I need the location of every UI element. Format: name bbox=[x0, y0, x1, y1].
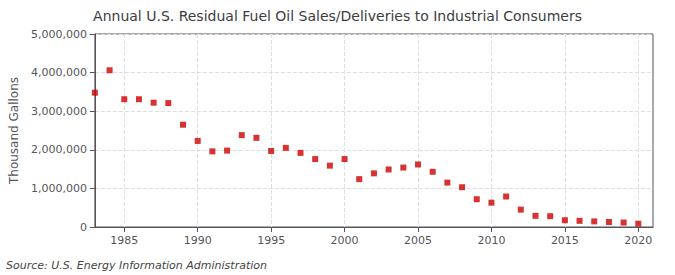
svg-text:Annual U.S. Residual Fuel Oil: Annual U.S. Residual Fuel Oil Sales/Deli… bbox=[93, 8, 582, 24]
svg-text:4,000,000: 4,000,000 bbox=[31, 66, 87, 79]
svg-text:Thousand Gallons: Thousand Gallons bbox=[7, 77, 21, 185]
svg-text:1985: 1985 bbox=[110, 234, 138, 247]
svg-text:5,000,000: 5,000,000 bbox=[31, 28, 87, 41]
svg-text:2005: 2005 bbox=[404, 234, 432, 247]
svg-text:2020: 2020 bbox=[624, 234, 652, 247]
svg-text:1995: 1995 bbox=[257, 234, 285, 247]
svg-text:0: 0 bbox=[80, 221, 87, 234]
svg-text:2015: 2015 bbox=[551, 234, 579, 247]
svg-text:1990: 1990 bbox=[184, 234, 212, 247]
svg-text:2,000,000: 2,000,000 bbox=[31, 143, 87, 156]
svg-text:1,000,000: 1,000,000 bbox=[31, 182, 87, 195]
svg-text:2000: 2000 bbox=[331, 234, 359, 247]
svg-text:Source: U.S. Energy Informatio: Source: U.S. Energy Information Administ… bbox=[6, 259, 267, 272]
svg-text:2010: 2010 bbox=[477, 234, 505, 247]
svg-text:3,000,000: 3,000,000 bbox=[31, 105, 87, 118]
